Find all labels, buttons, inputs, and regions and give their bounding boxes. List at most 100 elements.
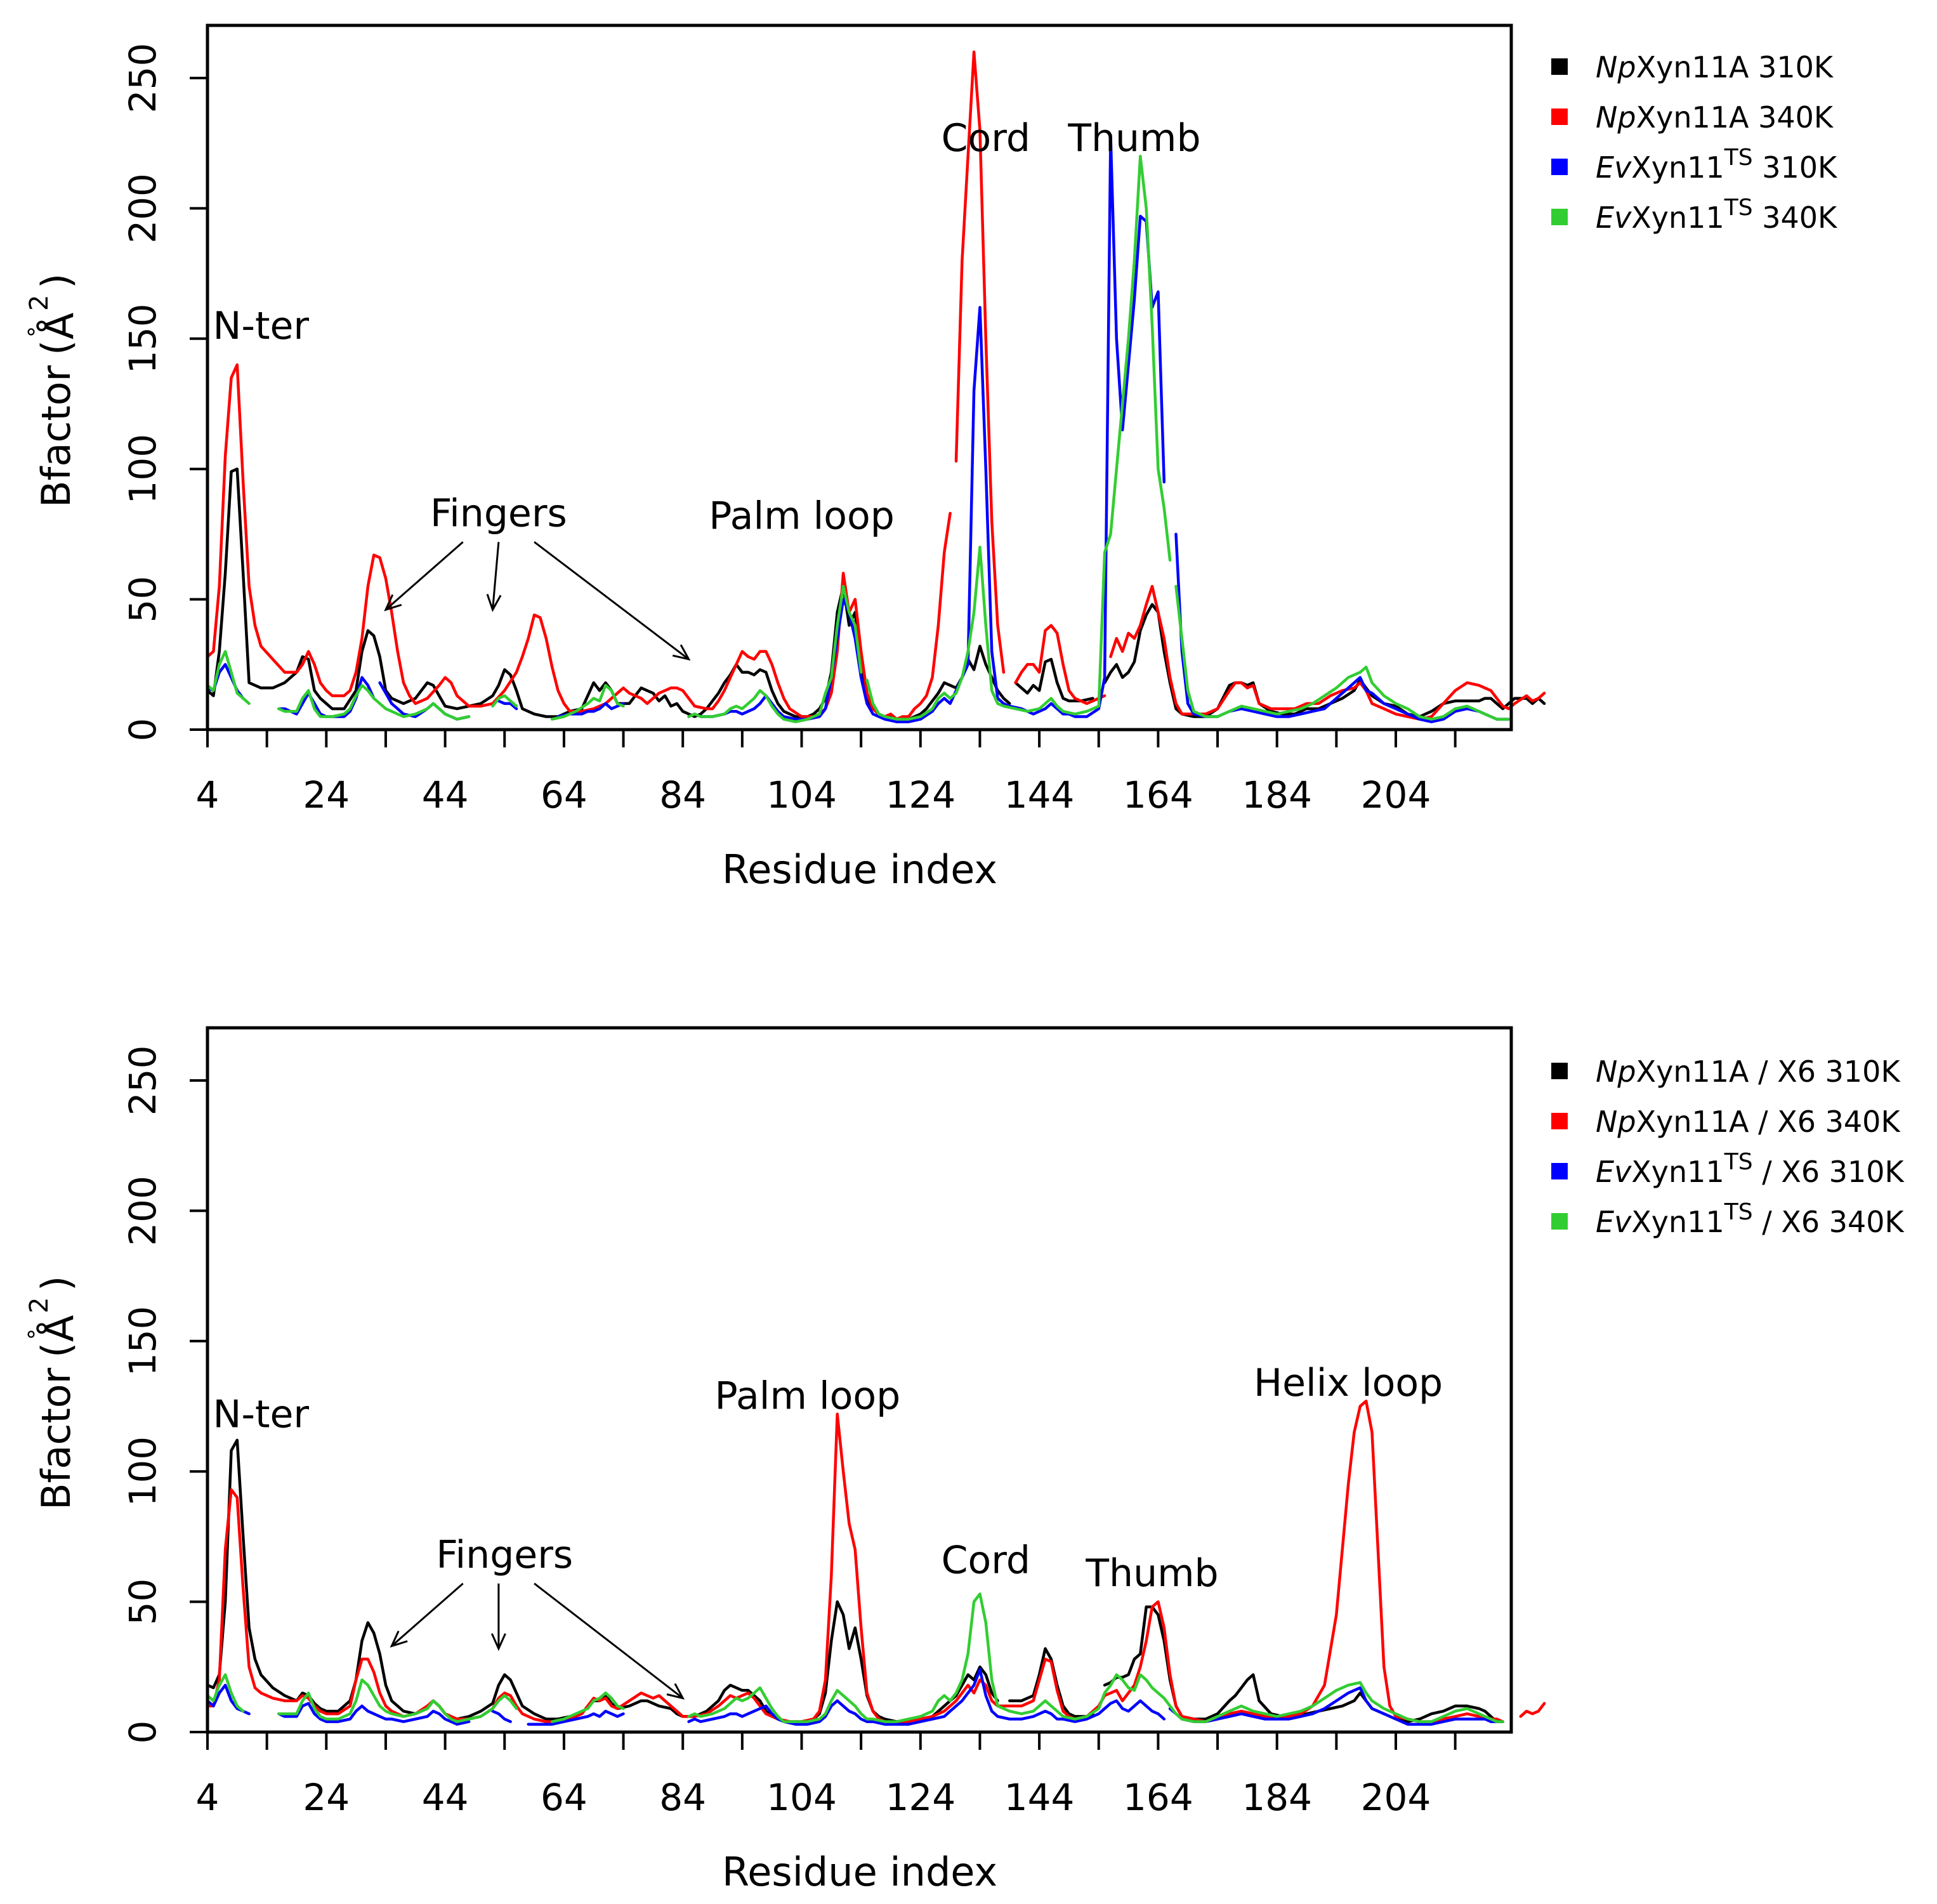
top-x-tick-label: 164	[1123, 773, 1193, 817]
top-legend-swatch-0	[1551, 58, 1568, 75]
top-x-tick-label: 204	[1361, 773, 1431, 817]
bottom-plot-frame	[206, 1026, 1513, 1734]
bottom-y-axis-title-paren-open: (	[33, 1343, 79, 1358]
top-legend: NpXyn11A 310K NpXyn11A 340K EvXyn11TS 310K…	[1551, 50, 1838, 235]
top-x-tick-label: 84	[659, 773, 706, 817]
bottom-x-tick-label: 184	[1242, 1776, 1312, 1819]
top-panel: 4 24 44 64 84 104 124 144 164 184 204 0 50 100 150 200 2…	[24, 23, 1838, 893]
top-y-axis-title-main: Bfactor	[33, 365, 79, 508]
bottom-x-tick-label: 24	[303, 1776, 350, 1819]
top-y-tick-label: 0	[121, 718, 164, 742]
bottom-x-tick-label: 44	[422, 1776, 469, 1819]
bottom-annotation-fingers: Fingers	[436, 1533, 573, 1577]
top-legend-label-0: NpXyn11A 310K	[1596, 50, 1834, 84]
bottom-y-axis-title-main: Bfactor	[33, 1367, 79, 1510]
top-fingers-arrow-line	[534, 541, 690, 660]
top-legend-swatch-1	[1551, 108, 1568, 125]
bottom-annotations: N-ter Fingers Palm loop Cord Thumb Helix loop	[213, 1361, 1443, 1700]
top-x-tick-label: 24	[303, 773, 350, 817]
top-fingers-arrow-head	[672, 644, 691, 661]
bottom-x-tick-label: 204	[1361, 1776, 1431, 1819]
bottom-legend: NpXyn11A / X6 310K NpXyn11A / X6 340K EvXy…	[1551, 1054, 1905, 1239]
top-y-tick-label: 150	[121, 303, 164, 374]
bottom-y-axis-title: Bfactor ( Å ° 2 )	[24, 1276, 82, 1510]
top-fingers-arrow-line	[384, 541, 464, 611]
top-y-axis-title-sup: 2	[25, 295, 54, 311]
bottom-series-lines	[206, 1400, 1546, 1726]
bottom-series-line-2	[206, 1668, 1504, 1726]
bottom-x-tick-label: 164	[1123, 1776, 1193, 1819]
top-annotation-fingers: Fingers	[430, 492, 567, 536]
top-legend-swatch-3	[1551, 209, 1568, 225]
bottom-legend-swatch-3	[1551, 1213, 1568, 1230]
bottom-y-tick-label: 200	[121, 1176, 164, 1246]
bottom-y-axis-title-sup: 2	[25, 1297, 54, 1313]
bottom-annotation-thumb: Thumb	[1085, 1551, 1218, 1596]
bottom-x-tick-label: 84	[659, 1776, 706, 1819]
top-y-axis-title-ring: °	[24, 326, 50, 338]
bottom-y-tick-label: 0	[121, 1721, 164, 1744]
top-y-axis-title-paren-open: (	[33, 340, 79, 355]
bottom-legend-label-0: NpXyn11A / X6 310K	[1596, 1054, 1901, 1089]
top-y-tick-label: 100	[121, 434, 164, 504]
top-annotation-thumb: Thumb	[1067, 116, 1200, 161]
top-annotation-cord: Cord	[942, 116, 1030, 161]
bottom-x-tick-label: 4	[196, 1776, 220, 1819]
bottom-series-line-3	[206, 1592, 1504, 1723]
bottom-fingers-arrow-line	[534, 1582, 684, 1699]
bottom-y-tick-label: 250	[121, 1046, 164, 1116]
bottom-x-tick-label: 104	[766, 1776, 837, 1819]
bottom-axes: 4 24 44 64 84 104 124 144 164 184 204 0 50 100 150 200 2…	[121, 1046, 1457, 1819]
top-series-line-3	[206, 154, 1511, 723]
top-axes: 4 24 44 64 84 104 124 144 164 184 204 0 50 100 150 200 2…	[121, 43, 1457, 817]
bottom-x-tick-label: 144	[1004, 1776, 1075, 1819]
bottom-legend-label-3: EvXyn11TS / X6 340K	[1596, 1199, 1905, 1239]
bottom-fingers-arrow-head	[390, 1631, 408, 1648]
top-x-tick-label: 44	[422, 773, 469, 817]
bottom-y-axis-title-paren-close: )	[33, 1276, 79, 1291]
top-fingers-arrow-line	[492, 542, 500, 610]
bottom-fingers-arrow-line	[391, 1582, 464, 1647]
bottom-annotation-helix-loop: Helix loop	[1254, 1361, 1443, 1405]
bottom-annotation-cord: Cord	[942, 1538, 1030, 1582]
bottom-x-tick-label: 124	[885, 1776, 955, 1819]
top-y-tick-label: 200	[121, 173, 164, 244]
top-x-tick-label: 4	[196, 773, 220, 817]
bottom-y-tick-label: 150	[121, 1306, 164, 1376]
top-y-tick-label: 50	[121, 576, 164, 623]
top-y-axis-title: Bfactor ( Å ° 2 )	[24, 273, 82, 508]
bottom-legend-swatch-0	[1551, 1063, 1568, 1079]
bottom-x-tick-label: 64	[541, 1776, 588, 1819]
top-legend-label-1: NpXyn11A 340K	[1596, 100, 1834, 135]
top-y-axis-title-paren-close: )	[33, 273, 79, 289]
bottom-fingers-arrow-head	[490, 1633, 506, 1651]
top-annotations: N-ter Fingers Palm loop Cord Thumb	[213, 116, 1201, 661]
bottom-annotation-n-ter: N-ter	[213, 1392, 309, 1436]
top-x-tick-label: 184	[1242, 773, 1312, 817]
top-x-tick-label: 104	[766, 773, 837, 817]
bottom-fingers-arrow-head	[666, 1683, 685, 1700]
bottom-legend-label-2: EvXyn11TS / X6 310K	[1596, 1149, 1905, 1189]
bottom-y-tick-label: 100	[121, 1436, 164, 1507]
top-x-tick-label: 124	[885, 773, 955, 817]
bottom-annotation-palm-loop: Palm loop	[715, 1374, 901, 1419]
top-legend-label-3: EvXyn11TS 340K	[1596, 195, 1838, 235]
top-y-tick-label: 250	[121, 43, 164, 114]
top-series-lines	[206, 50, 1546, 723]
top-plot-frame	[206, 23, 1513, 732]
top-annotation-palm-loop: Palm loop	[709, 494, 895, 539]
bottom-legend-label-1: NpXyn11A / X6 340K	[1596, 1105, 1901, 1139]
top-legend-swatch-2	[1551, 159, 1568, 175]
bottom-y-axis-title-ring: °	[24, 1329, 50, 1340]
top-x-axis-title: Residue index	[722, 846, 997, 893]
top-annotation-n-ter: N-ter	[213, 304, 309, 348]
bottom-legend-swatch-2	[1551, 1163, 1568, 1179]
bottom-legend-swatch-1	[1551, 1113, 1568, 1129]
top-x-tick-label: 144	[1004, 773, 1075, 817]
bottom-y-tick-label: 50	[121, 1579, 164, 1625]
top-fingers-arrow-head	[486, 593, 502, 612]
top-y-axis-title-unit: Å	[36, 313, 82, 339]
bottom-y-axis-title-unit: Å	[36, 1315, 82, 1342]
bottom-panel: 4 24 44 64 84 104 124 144 164 184 204 0 50 100 150 200 2…	[24, 1026, 1905, 1895]
